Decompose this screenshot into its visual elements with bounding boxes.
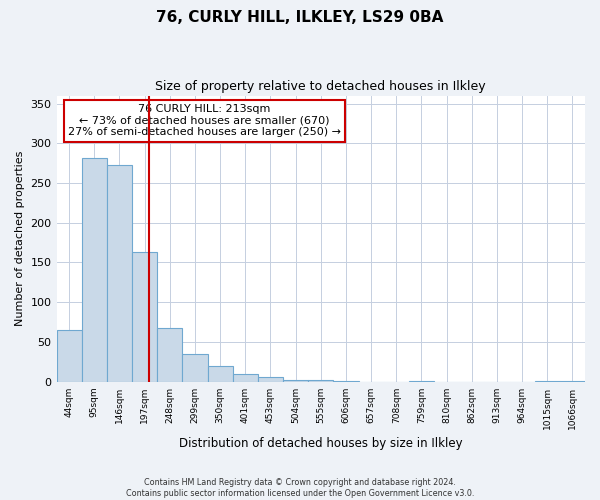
Bar [258, 377, 283, 382]
Bar [107, 164, 132, 382]
Text: 76, CURLY HILL, ILKLEY, LS29 0BA: 76, CURLY HILL, ILKLEY, LS29 0BA [157, 10, 443, 25]
Bar [409, 381, 434, 382]
Bar [535, 381, 560, 382]
Bar [560, 381, 585, 382]
Text: 76 CURLY HILL: 213sqm
← 73% of detached houses are smaller (670)
27% of semi-det: 76 CURLY HILL: 213sqm ← 73% of detached … [68, 104, 341, 138]
X-axis label: Distribution of detached houses by size in Ilkley: Distribution of detached houses by size … [179, 437, 463, 450]
Text: Contains HM Land Registry data © Crown copyright and database right 2024.
Contai: Contains HM Land Registry data © Crown c… [126, 478, 474, 498]
Bar [182, 354, 208, 382]
Bar [132, 252, 157, 382]
Y-axis label: Number of detached properties: Number of detached properties [15, 151, 25, 326]
Bar [308, 380, 334, 382]
Bar [82, 158, 107, 382]
Bar [283, 380, 308, 382]
Bar [157, 328, 182, 382]
Title: Size of property relative to detached houses in Ilkley: Size of property relative to detached ho… [155, 80, 486, 93]
Bar [56, 330, 82, 382]
Bar [208, 366, 233, 382]
Bar [233, 374, 258, 382]
Bar [334, 381, 359, 382]
